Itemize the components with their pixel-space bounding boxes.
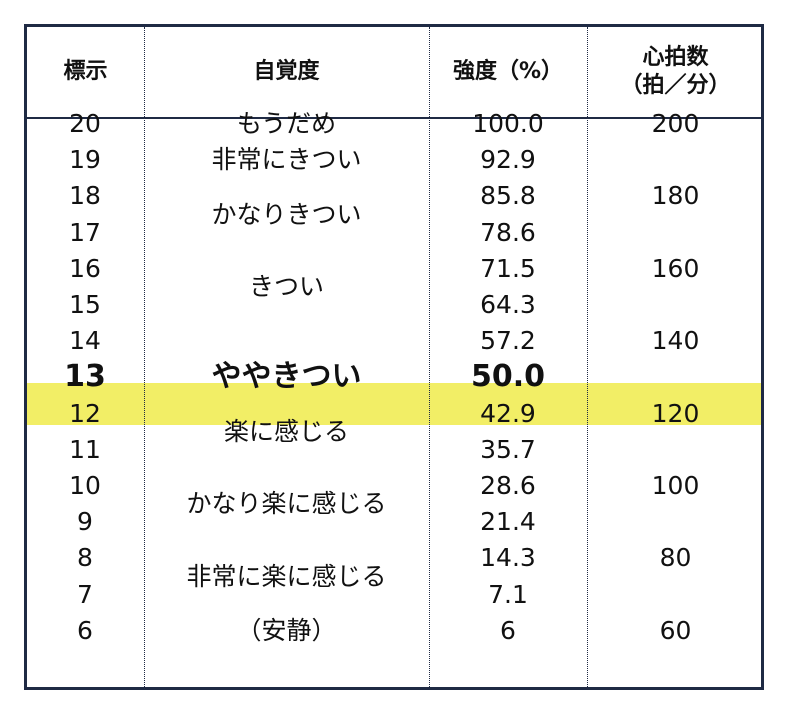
intensity-cell: 64.3 (480, 290, 536, 319)
header-heart-rate-line1: 心拍数 (642, 45, 709, 70)
mark-cell: 12 (69, 398, 101, 428)
mark-cell: 20 (69, 109, 101, 138)
intensity-cell: 92.9 (480, 145, 536, 175)
heart-rate-cell: 80 (659, 543, 692, 573)
mark-cell: 18 (69, 181, 101, 211)
intensity-cell: 71.5 (480, 253, 536, 283)
column-divider (429, 27, 430, 687)
mark-cell: 17 (69, 217, 101, 247)
mark-cell: 7 (77, 579, 93, 609)
mark-cell: 14 (69, 326, 101, 356)
heart-rate-cell: 180 (651, 181, 700, 211)
heart-rate-cell: 60 (659, 615, 692, 645)
heart-rate-cell: 160 (651, 253, 700, 283)
intensity-cell: 78.6 (480, 217, 536, 247)
intensity-cell: 7.1 (488, 579, 528, 609)
intensity-cell: 50.0 (470, 359, 546, 395)
mark-cell: 10 (69, 471, 101, 500)
mark-cell: 8 (77, 543, 93, 573)
mark-cell: 11 (69, 434, 101, 464)
intensity-cell: 6 (500, 615, 516, 645)
perception-cell: 非常に楽に感じる (186, 561, 387, 591)
perception-cell: もうだめ (236, 109, 337, 138)
intensity-cell: 35.7 (480, 434, 536, 464)
perception-cell: 楽に感じる (223, 416, 349, 446)
mark-cell: 9 (77, 507, 93, 537)
header-heart-rate-line2: （拍／分） (620, 73, 731, 98)
mark-cell: 16 (69, 253, 101, 283)
highlight-row-13 (27, 383, 761, 425)
mark-cell: 13 (64, 359, 106, 395)
perception-cell: かなり楽に感じる (186, 489, 387, 519)
column-divider (587, 27, 588, 687)
perception-cell: かなりきつい (211, 199, 362, 229)
intensity-cell: 28.6 (480, 471, 536, 500)
heart-rate-cell: 120 (651, 398, 700, 428)
header-mark: 標示 (63, 59, 108, 84)
intensity-cell: 14.3 (480, 543, 536, 573)
header-perception: 自覚度 (253, 59, 320, 84)
borg-scale-table: 標示 自覚度 強度（%） 心拍数 （拍／分） 20 100.0 19 92.9 18 85… (24, 24, 764, 690)
heart-rate-cell: 200 (651, 109, 700, 138)
perception-cell: ややきつい (211, 359, 362, 395)
intensity-cell: 42.9 (480, 398, 536, 428)
intensity-cell: 57.2 (480, 326, 536, 356)
intensity-cell: 85.8 (480, 181, 536, 211)
header-divider (27, 117, 761, 119)
mark-cell: 6 (77, 615, 93, 645)
column-divider (144, 27, 145, 687)
perception-cell: （安静） (236, 615, 337, 645)
heart-rate-cell: 140 (651, 326, 700, 356)
heart-rate-cell: 100 (651, 471, 700, 500)
perception-cell: きつい (248, 272, 324, 301)
intensity-cell: 21.4 (480, 507, 536, 537)
perception-cell: 非常にきつい (211, 145, 362, 175)
header-intensity: 強度（%） (452, 59, 564, 84)
mark-cell: 15 (69, 290, 101, 319)
header-heart-rate: 心拍数 （拍／分） (587, 27, 764, 117)
mark-cell: 19 (69, 145, 101, 175)
intensity-cell: 100.0 (472, 109, 544, 138)
